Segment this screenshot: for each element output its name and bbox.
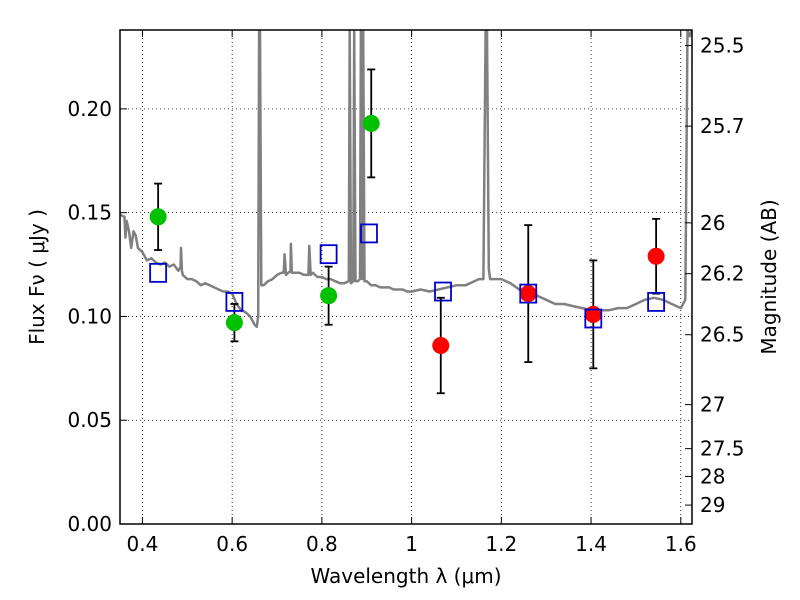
y2-tick-label: 28 (700, 464, 725, 488)
x-tick-label: 1.2 (485, 532, 517, 556)
y2-tick-label: 27.5 (700, 437, 745, 461)
axis-ticks: 0.4 0.6 0.8 1 1.2 1.4 1.6 0.00 0.05 0.10 0.15 0.20 2… (67, 30, 745, 556)
y2-tick-label: 26.2 (700, 262, 745, 286)
x-tick-label: 1.6 (665, 532, 697, 556)
y-tick-label: 0.20 (67, 97, 112, 121)
x-tick-label: 1.4 (575, 532, 607, 556)
photometry-point (149, 208, 167, 226)
y2-axis-label: Magnitude (AB) (757, 199, 781, 354)
y-tick-label: 0.00 (67, 512, 112, 536)
plot-frame (119, 29, 693, 525)
template-spectrum (120, 30, 692, 329)
photometry-point (362, 114, 380, 132)
photometry-point (519, 285, 537, 303)
model-square (519, 283, 538, 304)
model-square (360, 223, 378, 244)
grid-lines (120, 30, 692, 525)
y2-tick-label: 26 (700, 211, 725, 235)
x-tick-label: 0.6 (216, 532, 248, 556)
photometry-point (647, 247, 665, 265)
y-tick-label: 0.15 (67, 201, 112, 225)
y2-tick-label: 27 (700, 393, 725, 417)
y-tick-label: 0.10 (67, 304, 112, 328)
model-square (434, 281, 452, 302)
x-tick-label: 1 (405, 532, 418, 556)
model-square (225, 292, 244, 312)
y2-tick-label: 29 (700, 493, 725, 517)
y2-tick-label: 25.5 (700, 34, 745, 58)
y2-tick-label: 26.5 (700, 323, 745, 347)
model-square (319, 244, 338, 265)
model-square (584, 308, 603, 329)
model-square (149, 262, 168, 283)
x-axis-label: Wavelength λ (μm) (310, 564, 501, 588)
photometry-point (225, 314, 243, 332)
model-square (647, 292, 666, 312)
data-points (149, 68, 666, 395)
photometry-point (320, 287, 338, 305)
spectrum-line (120, 30, 692, 329)
x-tick-label: 0.8 (306, 532, 338, 556)
y2-tick-label: 25.7 (700, 114, 745, 138)
photometry-point (432, 336, 450, 354)
y-tick-label: 0.05 (67, 408, 112, 432)
y-axis-label: Flux Fν ( μJy ) (25, 209, 49, 345)
x-tick-label: 0.4 (127, 532, 159, 556)
